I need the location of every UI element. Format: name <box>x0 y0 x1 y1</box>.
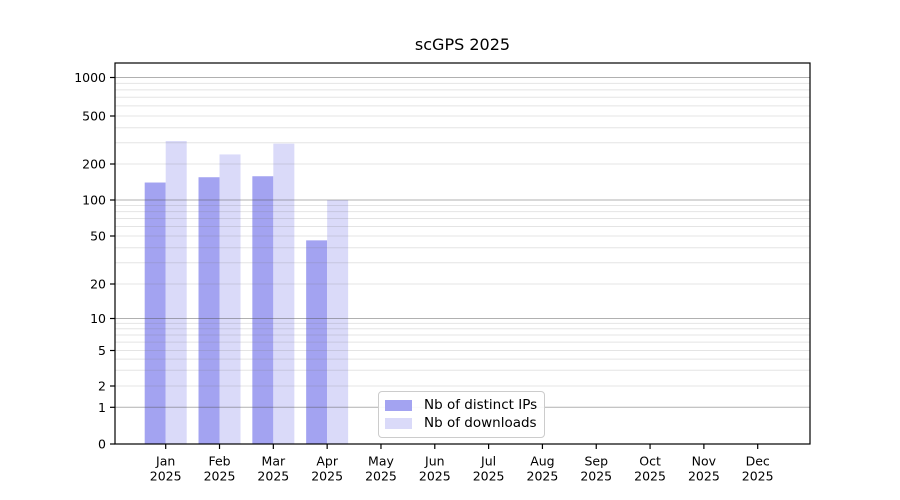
y-tick-label: 1 <box>98 400 106 415</box>
legend-item-downloads: Nb of downloads <box>385 415 540 432</box>
bar-nb-of-distinct-ips-mar <box>252 176 274 444</box>
x-tick-label-year: 2025 <box>365 469 397 484</box>
legend-label-downloads: Nb of downloads <box>424 414 537 431</box>
x-tick-label-year: 2025 <box>580 469 612 484</box>
x-tick-label-month: Oct <box>639 454 661 469</box>
x-tick-label-year: 2025 <box>634 469 666 484</box>
bar-nb-of-distinct-ips-jan <box>144 182 166 444</box>
x-tick-label-year: 2025 <box>527 469 559 484</box>
bar-nb-of-distinct-ips-feb <box>198 177 220 444</box>
legend-swatch-distinct-ips <box>385 400 412 412</box>
x-tick-label-year: 2025 <box>311 469 343 484</box>
x-tick-label-month: Jun <box>424 454 445 469</box>
plot-border <box>114 62 811 445</box>
y-tick-label: 10 <box>90 311 106 326</box>
legend-item-distinct-ips: Nb of distinct IPs <box>385 397 540 414</box>
y-tick-label: 100 <box>82 193 106 208</box>
y-tick-label: 500 <box>82 109 106 124</box>
x-tick-label-year: 2025 <box>419 469 451 484</box>
bar-nb-of-downloads-apr <box>327 200 349 444</box>
y-tick-label: 200 <box>82 157 106 172</box>
legend: Nb of distinct IPs Nb of downloads <box>378 391 545 438</box>
bar-nb-of-distinct-ips-apr <box>306 240 328 444</box>
x-tick-label-year: 2025 <box>257 469 289 484</box>
x-tick-label-year: 2025 <box>742 469 774 484</box>
x-tick-label-month: Apr <box>316 454 338 469</box>
x-tick-label-month: May <box>368 454 394 469</box>
y-tick-label: 5 <box>98 343 106 358</box>
y-tick-label: 2 <box>98 379 106 394</box>
x-tick-label-month: Aug <box>530 454 554 469</box>
y-tick-label: 50 <box>90 229 106 244</box>
x-tick-label-month: Jan <box>155 454 175 469</box>
x-tick-label-year: 2025 <box>204 469 236 484</box>
legend-swatch-downloads <box>385 417 412 429</box>
x-tick-label-year: 2025 <box>473 469 505 484</box>
x-tick-label-month: Jul <box>480 454 496 469</box>
x-tick-label-month: Dec <box>746 454 770 469</box>
legend-label-distinct-ips: Nb of distinct IPs <box>424 397 538 414</box>
bar-nb-of-downloads-feb <box>219 154 241 444</box>
bar-nb-of-downloads-jan <box>165 141 187 444</box>
x-tick-label-month: Mar <box>262 454 286 469</box>
y-tick-label: 20 <box>90 277 106 292</box>
x-tick-label-year: 2025 <box>688 469 720 484</box>
bar-nb-of-downloads-mar <box>273 143 295 444</box>
x-tick-label-month: Feb <box>208 454 230 469</box>
chart-title: scGPS 2025 <box>414 35 511 54</box>
x-tick-label-year: 2025 <box>150 469 182 484</box>
y-tick-label: 1000 <box>74 70 106 85</box>
x-tick-label-month: Sep <box>584 454 608 469</box>
y-tick-label: 0 <box>98 437 106 452</box>
x-tick-label-month: Nov <box>692 454 717 469</box>
